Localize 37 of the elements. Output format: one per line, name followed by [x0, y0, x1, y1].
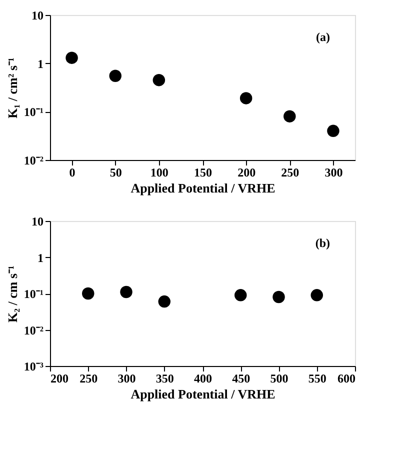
y-tick-label: 10	[32, 8, 44, 22]
y-axis-title: K₂ / cm s⁻¹	[4, 265, 20, 322]
x-tick-label: 500	[270, 372, 288, 386]
x-tick-label: 250	[281, 166, 300, 180]
annotation: (b)	[315, 236, 330, 250]
x-tick-label: 100	[150, 166, 168, 180]
annotation: (a)	[316, 30, 330, 44]
x-tick-label: 300	[324, 166, 343, 180]
x-tick-label: 200	[238, 166, 256, 180]
x-tick-label: 450	[232, 372, 250, 386]
x-tick-label: 50	[110, 166, 122, 180]
y-tick-label: 10⁻³	[24, 360, 44, 374]
point	[66, 52, 78, 64]
point	[284, 110, 296, 122]
y-tick-label: 10⁻¹	[24, 287, 44, 301]
point	[152, 74, 166, 86]
x-tick-label: 400	[194, 372, 212, 386]
y-axis-title: K₁ / cm² s⁻¹	[4, 57, 20, 118]
y-tick-label: 10⁻¹	[24, 105, 44, 120]
x-tick-label: 0	[69, 166, 76, 180]
x-tick-label: 300	[118, 372, 136, 386]
y-tick-label: 10⁻²	[24, 323, 44, 338]
y-tick-label: 1	[38, 250, 44, 265]
point	[240, 92, 252, 104]
x-axis-title: Applied Potential / VRHE	[130, 386, 276, 402]
x-tick-label: 350	[156, 372, 174, 386]
y-tick-label: 10	[32, 214, 44, 228]
y-tick-label: 10⁻²	[24, 154, 44, 168]
x-tick-label: 250	[80, 372, 98, 386]
x-tick-label: 150	[194, 166, 212, 180]
x-tick-label: 550	[308, 372, 326, 386]
x-axis-title: Applied Potential / VRHE	[130, 180, 276, 196]
y-tick-label: 1	[38, 56, 44, 71]
point	[327, 124, 340, 138]
x-tick-label: 200	[50, 372, 68, 386]
x-tick-label: 600	[338, 372, 356, 386]
point	[109, 70, 122, 82]
